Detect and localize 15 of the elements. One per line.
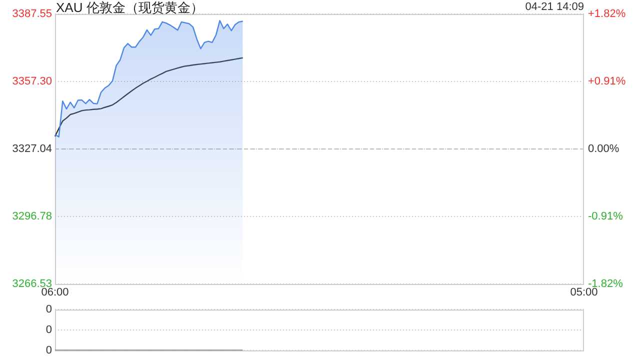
y-tick-label: 3387.55 xyxy=(12,8,52,20)
chart-title: XAU 伦敦金（现货黄金） xyxy=(56,0,204,17)
y-tick-label: 3296.78 xyxy=(12,210,52,223)
text: 04-21 14:09 xyxy=(525,1,584,13)
y2-tick-label: +0.91% xyxy=(588,76,626,88)
x-tick-label: 05:00 xyxy=(570,286,598,299)
y2-tick-label: 0.00% xyxy=(588,143,620,156)
y-tick-label: 3357.30 xyxy=(12,76,52,88)
y-tick-label: 3327.04 xyxy=(12,143,52,156)
y-tick-label: 0 xyxy=(46,324,52,336)
x-tick-label: 06:00 xyxy=(41,286,69,299)
y2-tick-label: +1.82% xyxy=(588,8,626,20)
y-tick-label: 0 xyxy=(46,344,52,356)
y2-tick-label: -0.91% xyxy=(588,210,624,223)
y-tick-label: 0 xyxy=(46,304,52,316)
